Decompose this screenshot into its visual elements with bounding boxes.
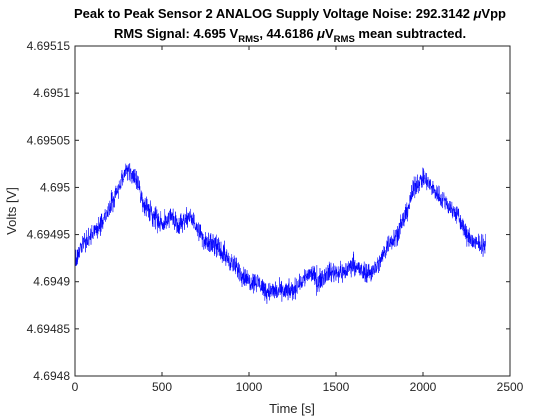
x-tick-label: 500 [152, 380, 172, 394]
x-tick-label: 1000 [236, 380, 263, 394]
plot-area [75, 46, 510, 376]
y-axis-label: Volts [V] [4, 187, 19, 235]
y-tick-label: 4.6951 [33, 86, 70, 100]
plot-box [74, 45, 511, 377]
y-tick-label: 4.69505 [27, 133, 71, 147]
chart-title-line-2: RMS Signal: 4.695 VRMS, 44.6186 μVRMS me… [114, 26, 466, 45]
y-tick-label: 4.695 [40, 180, 70, 194]
series-layer [74, 163, 486, 304]
x-tick-label: 2500 [497, 380, 524, 394]
x-tick-label: 0 [72, 380, 79, 394]
y-tick-label: 4.69495 [27, 228, 71, 242]
x-axis-label: Time [s] [269, 401, 315, 416]
x-axis-ticks: 0 500 1000 1500 2000 2500 [72, 46, 524, 394]
x-tick-label: 1500 [323, 380, 350, 394]
chart-title-line-1: Peak to Peak Sensor 2 ANALOG Supply Volt… [74, 6, 506, 21]
series-line-voltage [74, 163, 486, 304]
y-axis-ticks: 4.6948 4.69485 4.6949 4.69495 4.695 4.69505 4.… [27, 39, 510, 383]
x-tick-label: 2000 [410, 380, 437, 394]
y-tick-label: 4.6949 [33, 275, 70, 289]
y-tick-label: 4.6948 [33, 369, 70, 383]
y-tick-label: 4.69515 [27, 39, 71, 53]
y-tick-label: 4.69485 [27, 322, 71, 336]
